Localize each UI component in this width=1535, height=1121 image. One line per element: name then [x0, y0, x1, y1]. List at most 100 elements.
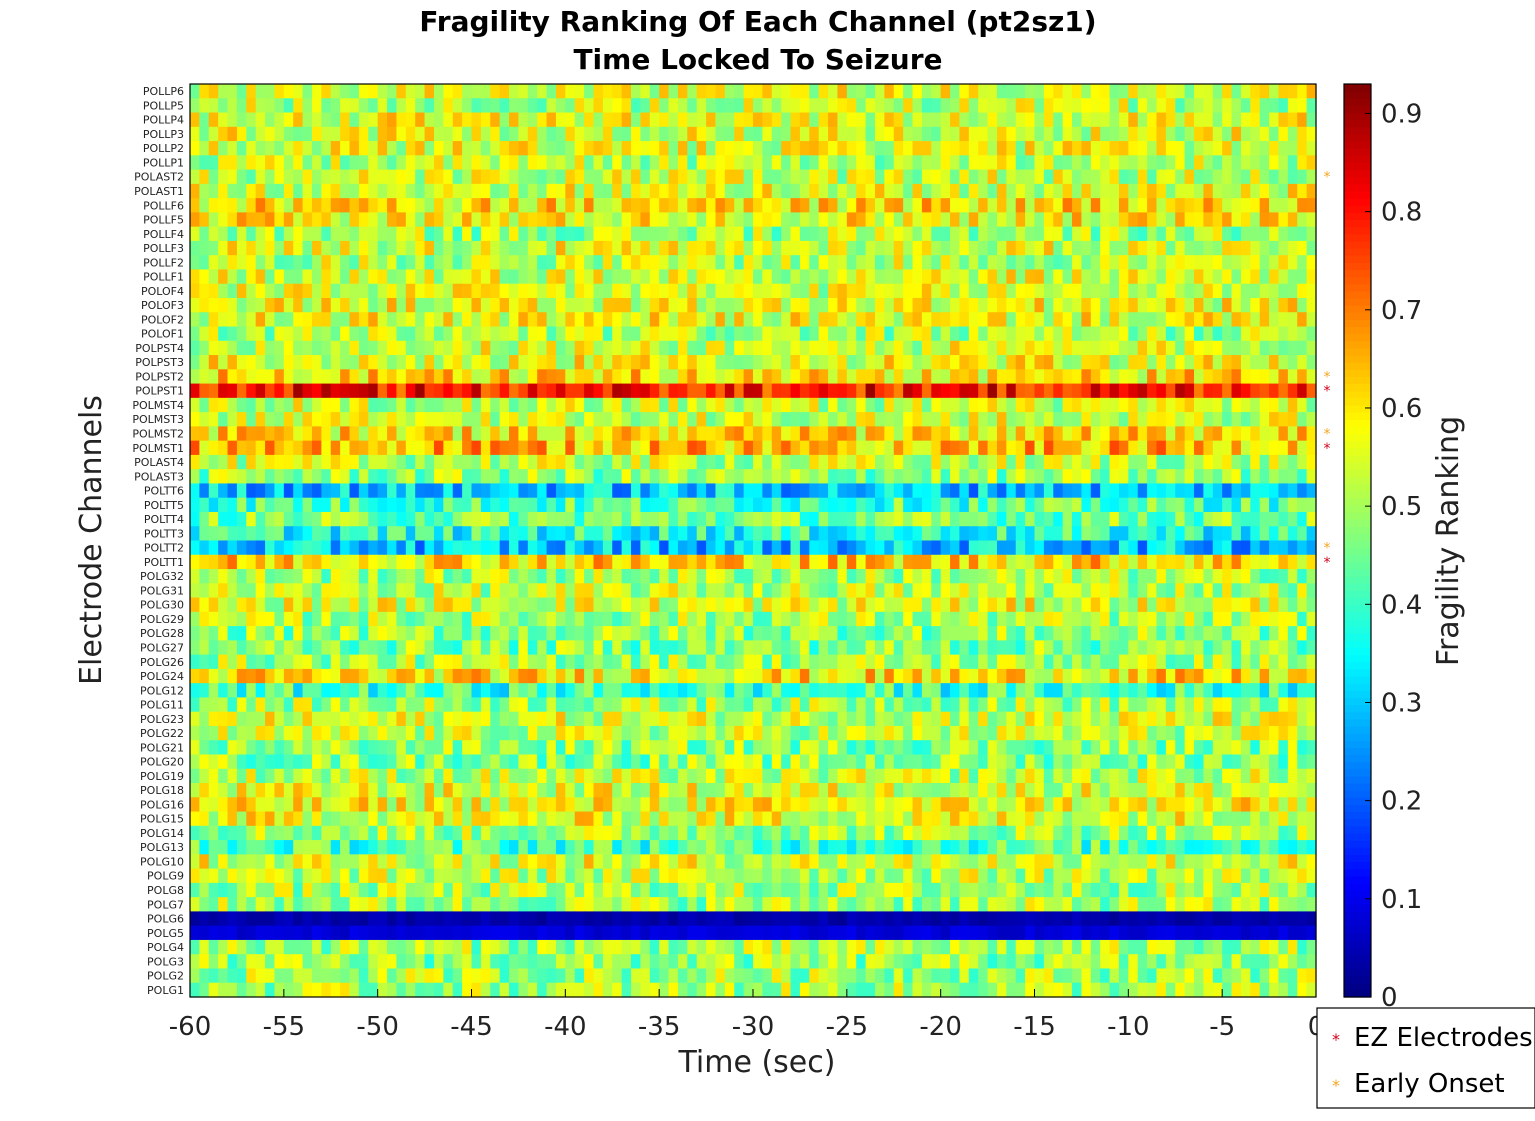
heatmap-cell: [631, 569, 641, 584]
heatmap-cell: [790, 255, 801, 271]
heatmap-cell: [790, 198, 801, 213]
heatmap-cell: [1165, 383, 1176, 399]
heatmap-cell: [471, 141, 482, 156]
heatmap-cell: [893, 540, 904, 556]
heatmap-cell: [387, 155, 398, 171]
heatmap-cell: [884, 597, 895, 613]
heatmap-cell: [499, 240, 510, 256]
heatmap-cell: [1081, 141, 1092, 156]
heatmap-cell: [1165, 112, 1176, 128]
heatmap-cell: [1015, 383, 1026, 399]
heatmap-cell: [1259, 355, 1270, 370]
heatmap-cell: [509, 626, 520, 641]
heatmap-cell: [1269, 497, 1280, 513]
heatmap-cell: [837, 440, 848, 456]
heatmap-cell: [490, 440, 501, 456]
heatmap-cell: [1222, 84, 1233, 99]
heatmap-cell: [1194, 226, 1204, 242]
heatmap-cell: [753, 155, 763, 171]
heatmap-cell: [283, 84, 294, 99]
heatmap-cell: [218, 355, 229, 370]
heatmap-cell: [1147, 183, 1158, 199]
heatmap-cell: [452, 526, 463, 542]
heatmap-cell: [1203, 397, 1214, 413]
heatmap-cell: [340, 312, 351, 328]
heatmap-cell: [621, 640, 632, 656]
heatmap-cell: [1118, 340, 1129, 356]
heatmap-cell: [1212, 126, 1223, 142]
heatmap-cell: [865, 440, 876, 456]
heatmap-cell: [509, 84, 520, 99]
heatmap-cell: [734, 112, 745, 128]
heatmap-cell: [1203, 469, 1214, 485]
heatmap-cell: [668, 141, 679, 156]
heatmap-cell: [799, 469, 810, 485]
heatmap-cell: [1203, 454, 1214, 470]
heatmap-cell: [1278, 255, 1289, 271]
heatmap-cell: [255, 326, 266, 342]
heatmap-cell: [790, 511, 801, 527]
heatmap-cell: [218, 454, 229, 470]
heatmap-cell: [236, 297, 247, 313]
heatmap-cell: [940, 611, 951, 627]
heatmap-cell: [377, 326, 388, 342]
heatmap-cell: [706, 611, 717, 627]
heatmap-cell: [903, 183, 914, 199]
heatmap-cell: [640, 440, 651, 456]
heatmap-cell: [368, 112, 379, 128]
heatmap-cell: [1203, 426, 1214, 442]
heatmap-cell: [293, 626, 304, 641]
heatmap-cell: [584, 569, 595, 584]
heatmap-cell: [715, 355, 726, 370]
heatmap-cell: [358, 469, 369, 485]
heatmap-cell: [1259, 269, 1270, 285]
heatmap-cell: [912, 198, 923, 213]
heatmap-cell: [987, 340, 998, 356]
heatmap-cell: [443, 240, 454, 256]
heatmap-cell: [499, 626, 510, 641]
heatmap-cell: [574, 397, 585, 413]
heatmap-cell: [743, 312, 754, 328]
heatmap-cell: [659, 141, 670, 156]
heatmap-cell: [1156, 397, 1167, 413]
heatmap-cell: [480, 283, 491, 299]
heatmap-cell: [631, 198, 641, 213]
heatmap-cell: [509, 426, 520, 442]
heatmap-cell: [227, 554, 238, 570]
heatmap-cell: [358, 355, 369, 370]
heatmap-cell: [1240, 526, 1251, 542]
heatmap-cell: [921, 640, 932, 656]
heatmap-cell: [968, 383, 979, 399]
heatmap-cell: [724, 112, 735, 128]
heatmap-cell: [443, 112, 454, 128]
heatmap-cell: [246, 611, 257, 627]
heatmap-cell: [874, 297, 885, 313]
heatmap-cell: [602, 269, 613, 285]
heatmap-cell: [1109, 141, 1120, 156]
heatmap-cell: [1109, 283, 1120, 299]
heatmap-cell: [1222, 540, 1233, 556]
heatmap-cell: [809, 554, 820, 570]
heatmap-cell: [1137, 440, 1148, 456]
heatmap-cell: [668, 483, 679, 499]
heatmap-cell: [283, 554, 294, 570]
heatmap-cell: [537, 269, 548, 285]
heatmap-cell: [499, 155, 510, 171]
heatmap-cell: [1081, 269, 1092, 285]
heatmap-cell: [1184, 397, 1195, 413]
heatmap-cell: [903, 540, 914, 556]
heatmap-cell: [968, 212, 979, 228]
heatmap-cell: [734, 668, 745, 684]
heatmap-cell: [621, 297, 632, 313]
heatmap-cell: [1081, 312, 1092, 328]
heatmap-cell: [565, 626, 576, 641]
heatmap-cell: [518, 483, 529, 499]
heatmap-cell: [612, 84, 623, 99]
heatmap-cell: [874, 283, 885, 299]
heatmap-cell: [715, 283, 726, 299]
heatmap-cell: [424, 397, 435, 413]
heatmap-cell: [1184, 412, 1195, 427]
heatmap-cell: [743, 112, 754, 128]
heatmap-cell: [1053, 297, 1064, 313]
heatmap-cell: [199, 597, 210, 613]
